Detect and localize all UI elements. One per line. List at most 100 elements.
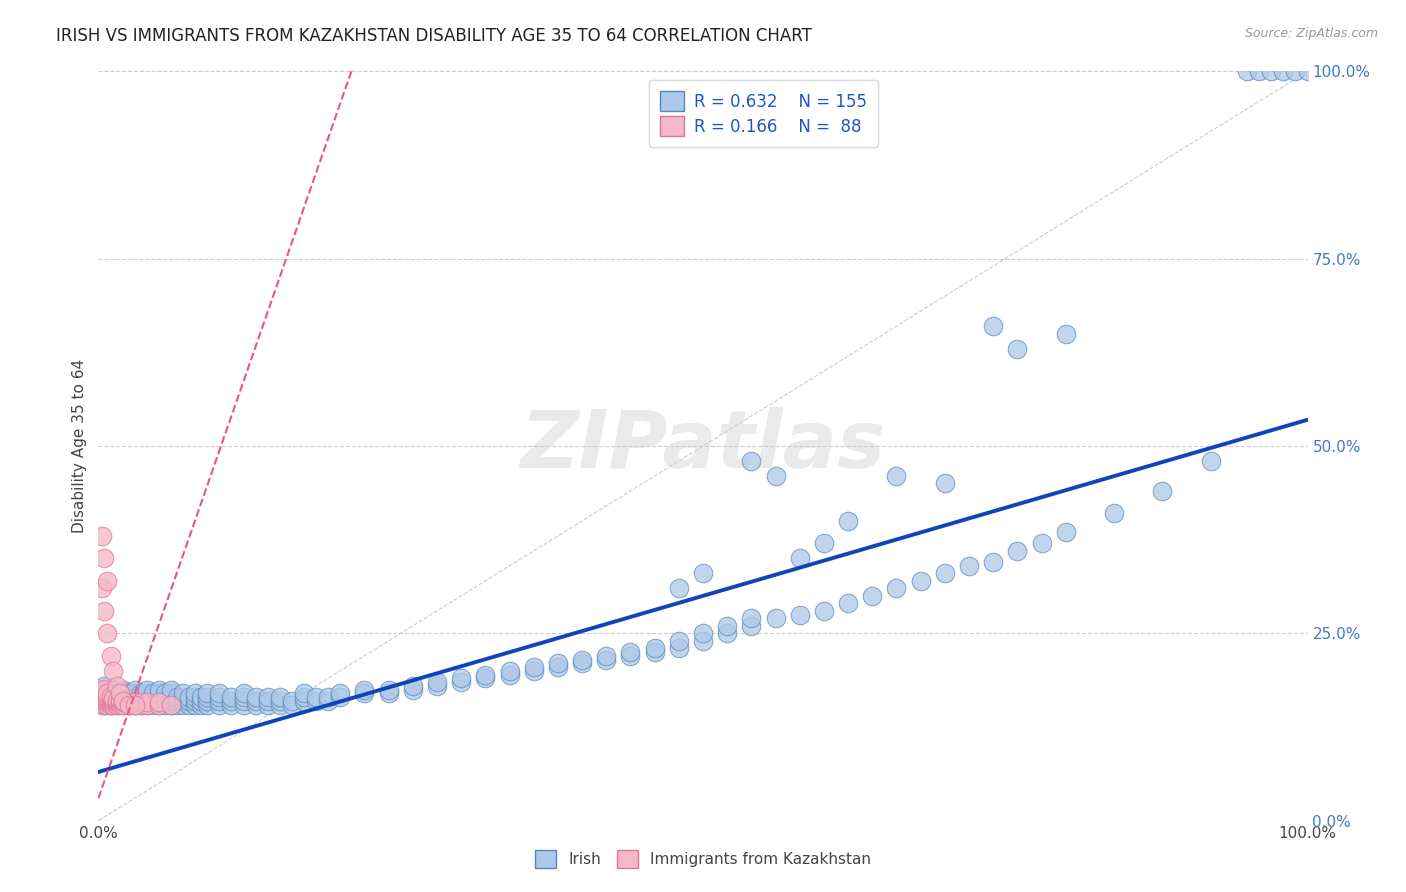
Point <box>934 476 956 491</box>
Point <box>91 690 114 704</box>
Point <box>148 690 170 704</box>
Point <box>172 690 194 704</box>
Y-axis label: Disability Age 35 to 64: Disability Age 35 to 64 <box>72 359 87 533</box>
Point <box>142 686 165 700</box>
Point <box>101 664 124 678</box>
Legend: Irish, Immigrants from Kazakhstan: Irish, Immigrants from Kazakhstan <box>527 843 879 875</box>
Point <box>129 698 152 712</box>
Point <box>619 648 641 663</box>
Point <box>118 690 141 704</box>
Point <box>644 641 666 656</box>
Point <box>111 695 134 709</box>
Point <box>208 690 231 704</box>
Point <box>329 686 352 700</box>
Point <box>93 695 115 709</box>
Point <box>595 652 617 666</box>
Point <box>100 690 122 705</box>
Point <box>1284 64 1306 78</box>
Point <box>1054 525 1077 540</box>
Point <box>96 689 118 703</box>
Point <box>245 698 267 712</box>
Point <box>100 648 122 663</box>
Point <box>124 698 146 712</box>
Point <box>184 690 207 704</box>
Point <box>93 551 115 566</box>
Point <box>208 686 231 700</box>
Point <box>96 686 118 700</box>
Point <box>1102 507 1125 521</box>
Point <box>91 698 114 712</box>
Point <box>402 679 425 693</box>
Point <box>93 698 115 712</box>
Point <box>1031 536 1053 550</box>
Point <box>571 652 593 666</box>
Point <box>96 698 118 712</box>
Point <box>111 682 134 697</box>
Point <box>93 686 115 700</box>
Point <box>1249 64 1271 78</box>
Point <box>105 698 128 712</box>
Point <box>93 698 115 712</box>
Point <box>523 660 546 674</box>
Point <box>100 693 122 707</box>
Text: ZIPatlas: ZIPatlas <box>520 407 886 485</box>
Point <box>547 660 569 674</box>
Point <box>547 657 569 671</box>
Point <box>100 689 122 703</box>
Point <box>93 693 115 707</box>
Point <box>981 555 1004 569</box>
Point <box>232 694 254 708</box>
Point <box>1007 544 1029 558</box>
Point <box>129 695 152 709</box>
Point <box>108 686 131 700</box>
Point <box>124 695 146 709</box>
Point <box>1054 326 1077 341</box>
Point <box>765 469 787 483</box>
Point <box>91 582 114 596</box>
Point <box>740 619 762 633</box>
Point <box>142 694 165 708</box>
Point <box>105 698 128 712</box>
Point <box>716 626 738 640</box>
Point <box>498 664 520 678</box>
Point <box>142 690 165 704</box>
Point <box>100 686 122 700</box>
Point <box>886 582 908 596</box>
Point <box>619 645 641 659</box>
Point <box>172 698 194 712</box>
Point <box>111 693 134 707</box>
Point <box>153 698 176 712</box>
Point <box>100 698 122 712</box>
Point <box>981 319 1004 334</box>
Point <box>957 558 980 573</box>
Point <box>269 690 291 704</box>
Point <box>281 698 304 712</box>
Point <box>353 682 375 697</box>
Point <box>129 690 152 704</box>
Point <box>105 694 128 708</box>
Point <box>135 698 157 712</box>
Point <box>101 698 124 712</box>
Point <box>108 695 131 709</box>
Point <box>305 694 328 708</box>
Point <box>129 698 152 712</box>
Point <box>111 694 134 708</box>
Point <box>179 698 201 712</box>
Legend: R = 0.632    N = 155, R = 0.166    N =  88: R = 0.632 N = 155, R = 0.166 N = 88 <box>648 79 879 147</box>
Point <box>108 693 131 707</box>
Point <box>148 698 170 712</box>
Point <box>101 690 124 705</box>
Point <box>166 690 188 704</box>
Point <box>292 686 315 700</box>
Point <box>184 694 207 708</box>
Point <box>232 686 254 700</box>
Point <box>96 690 118 705</box>
Point <box>281 694 304 708</box>
Point <box>148 686 170 700</box>
Point <box>450 671 472 685</box>
Point <box>195 690 218 704</box>
Point <box>305 690 328 704</box>
Point <box>100 694 122 708</box>
Point <box>93 689 115 703</box>
Point <box>934 566 956 581</box>
